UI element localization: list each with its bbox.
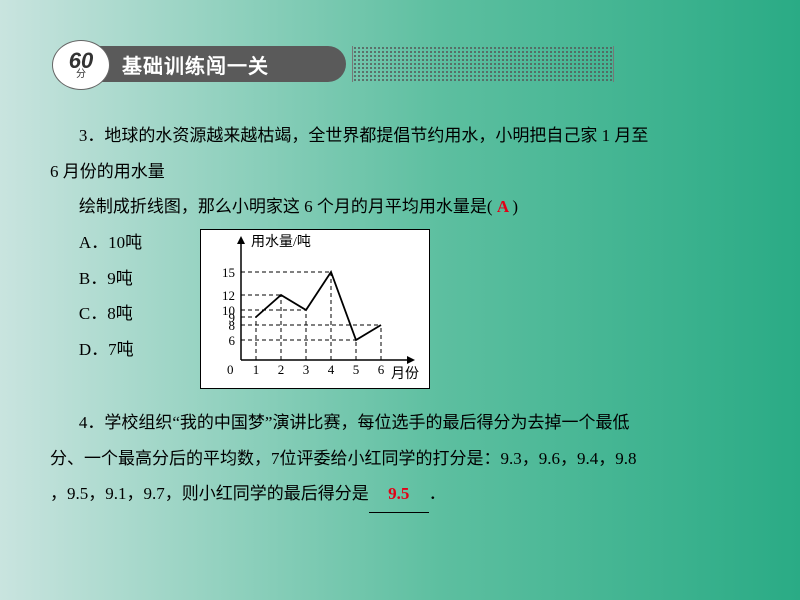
q4-fill-blank: 9.5 [369,476,429,513]
svg-text:6: 6 [378,362,385,377]
decorative-dots [352,46,614,82]
svg-text:月份: 月份 [391,366,419,382]
svg-text:1: 1 [253,362,260,377]
section-header: 60 分 基础训练闯一关 [52,40,750,88]
svg-text:15: 15 [222,265,235,280]
svg-text:6: 6 [229,333,236,348]
q3-line3-pre: 绘制成折线图，那么小明家这 6 个月的月平均用水量是( [79,197,493,216]
svg-text:12: 12 [222,288,235,303]
svg-text:0: 0 [227,362,234,377]
q3-answer: A [493,197,513,216]
worksheet-page: 60 分 基础训练闯一关 3．地球的水资源越来越枯竭，全世界都提倡节约用水，小明… [0,0,800,600]
header-bar: 60 分 基础训练闯一关 [52,40,750,88]
q4-line3-b: ． [429,484,446,503]
svg-text:4: 4 [328,362,335,377]
q4-answer: 9.5 [388,484,409,503]
content-area: 3．地球的水资源越来越枯竭，全世界都提倡节约用水，小明把自己家 1 月至 6 月… [50,118,750,513]
q4-text-line3: ，9.5，9.1，9.7，则小红同学的最后得分是 9.5 ． [50,476,750,513]
water-usage-chart: 用水量/吨月份0689101215123456 [200,229,430,389]
q3-text-line2: 6 月份的用水量 [50,154,750,190]
q3-body: A．10吨 B．9吨 C．8吨 D．7吨 用水量/吨月份068910121512… [50,225,750,405]
svg-text:3: 3 [303,362,310,377]
q3-line3-post: ) [512,197,518,216]
q4-text-line1: 4．学校组织“我的中国梦”演讲比赛，每位选手的最后得分为去掉一个最低 [50,405,750,441]
q3-text-line1: 3．地球的水资源越来越枯竭，全世界都提倡节约用水，小明把自己家 1 月至 [50,118,750,154]
q4-text-line2: 分、一个最高分后的平均数，7位评委给小红同学的打分是：9.3，9.6，9.4，9… [50,441,750,477]
chart-svg: 用水量/吨月份0689101215123456 [201,230,429,388]
q3-text-line3: 绘制成折线图，那么小明家这 6 个月的月平均用水量是( A ) [50,189,750,225]
q4-line3-a: ，9.5，9.1，9.7，则小红同学的最后得分是 [50,484,369,503]
section-title: 基础训练闯一关 [122,50,269,79]
section-title-band: 基础训练闯一关 [86,46,346,82]
svg-text:2: 2 [278,362,285,377]
score-badge: 60 分 [52,40,110,90]
score-unit: 分 [76,70,86,80]
svg-text:用水量/吨: 用水量/吨 [251,234,311,250]
svg-text:5: 5 [353,362,360,377]
svg-text:10: 10 [222,303,235,318]
